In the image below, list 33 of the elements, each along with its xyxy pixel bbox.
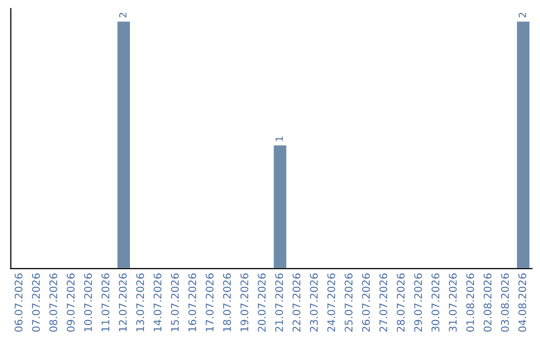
x-tick-label: 20.07.2026 [258,273,266,332]
x-tick-label: 27.07.2026 [379,273,388,332]
x-tick-label: 26.07.2026 [362,273,370,332]
x-tick-label: 06.07.2026 [14,273,23,332]
x-tick-label: 08.07.2026 [49,273,58,332]
x-tick-label: 10.07.2026 [84,273,92,332]
x-tick-label: 30.07.2026 [432,273,440,332]
x-tick-label: 07.07.2026 [32,273,40,332]
x-tick-label: 15.07.2026 [170,273,179,332]
x-tick-label: 19.07.2026 [240,273,248,332]
x-tick-label: 25.07.2026 [344,273,353,332]
x-tick-label: 31.07.2026 [448,273,457,332]
x-tick-label: 18.07.2026 [223,273,231,332]
x-tick-label: 09.07.2026 [66,273,75,332]
x-tick-label: 14.07.2026 [154,273,162,332]
x-tick-label: 23.07.2026 [310,273,318,332]
data-label: 2 [518,12,526,18]
data-label: 2 [119,12,126,18]
x-tick-label: 02.08.2026 [484,273,492,332]
x-tick-label: 12.07.2026 [118,273,127,332]
x-tick-label: 24.07.2026 [327,273,336,332]
x-tick-label: 29.07.2026 [414,273,422,332]
x-tick-label: 21.07.2026 [275,273,284,332]
x-tick-label: 22.07.2026 [292,273,300,332]
x-tick-label: 16.07.2026 [188,273,196,332]
x-tick-label: 01.08.2026 [466,273,474,332]
x-tick-label: 13.07.2026 [136,273,144,332]
x-tick-label: 04.08.2026 [518,273,526,332]
x-tick-label: 11.07.2026 [101,273,110,332]
x-tick-label: 17.07.2026 [206,273,214,332]
x-tick-label: 28.07.2026 [396,273,405,332]
x-tick-label: 03.08.2026 [500,273,509,332]
data-label: 1 [276,136,283,141]
